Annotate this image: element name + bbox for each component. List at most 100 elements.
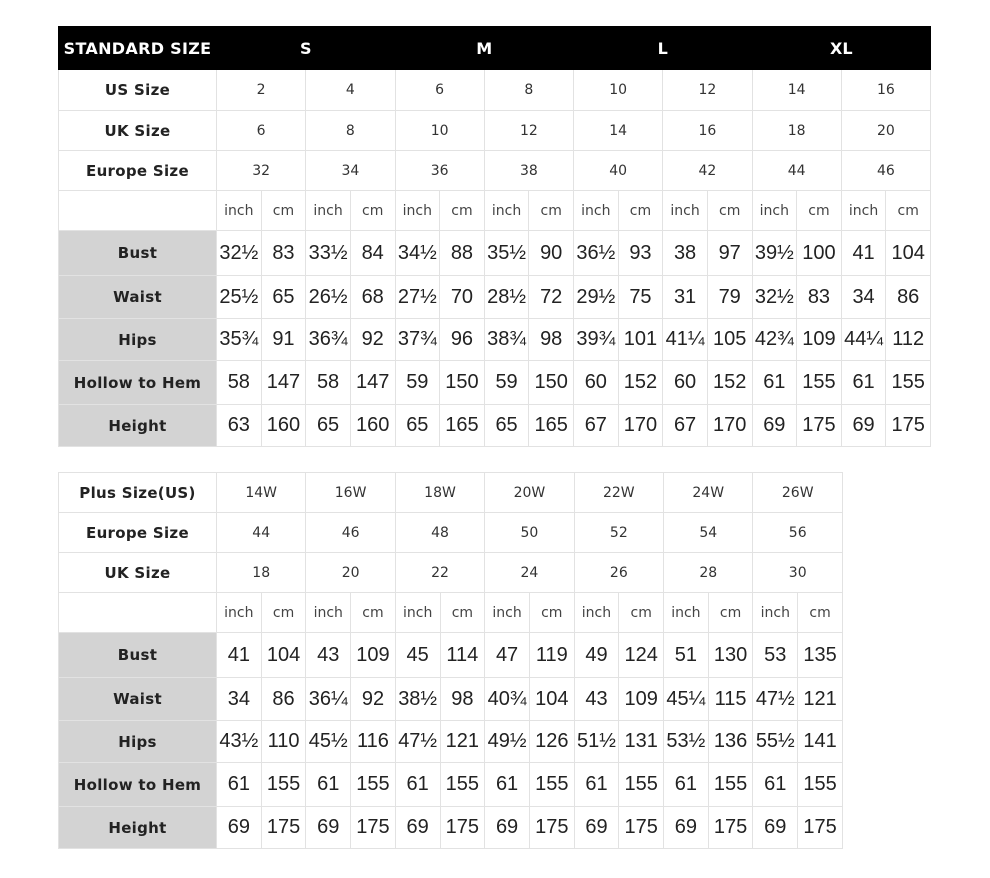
- measure-value: 86: [885, 275, 931, 319]
- unit-label: cm: [797, 592, 843, 633]
- measure-value: 88: [439, 230, 485, 276]
- unit-label: inch: [573, 592, 620, 633]
- size-group-m: M: [394, 26, 574, 70]
- unit-label: inch: [573, 190, 619, 231]
- measure-value: 104: [528, 677, 575, 721]
- measure-value: 43½: [216, 720, 262, 763]
- size-value: 22W: [573, 472, 665, 513]
- measure-value: 116: [350, 720, 396, 763]
- measure-value: 36¼: [305, 677, 352, 721]
- measure-value: 61: [216, 762, 262, 807]
- row-label: US Size: [58, 69, 217, 111]
- measure-value: 175: [528, 806, 575, 849]
- measure-value: 61: [752, 762, 799, 807]
- size-value: 22: [394, 552, 486, 593]
- measure-row: Waist 25½ 65 26½ 68 27½ 70 28½ 72 29½ 75 31 79 32½ 83 3…: [58, 275, 931, 319]
- measure-value: 155: [796, 360, 842, 405]
- measure-value: 96: [439, 318, 485, 361]
- measure-value: 92: [350, 677, 396, 721]
- size-value: 24W: [663, 472, 754, 513]
- measure-value: 36½: [573, 230, 619, 276]
- measure-value: 175: [350, 806, 396, 849]
- size-value: 46: [840, 150, 932, 191]
- measure-value: 67: [662, 404, 708, 447]
- measure-value: 70: [439, 275, 485, 319]
- measure-value: 152: [617, 360, 664, 405]
- measure-value: 42¾: [751, 318, 798, 361]
- unit-row: inch cm inch cm inch cm inch cm inch cm inch cm inch…: [58, 592, 843, 633]
- measure-value: 110: [260, 720, 307, 763]
- size-value: 12: [483, 110, 575, 151]
- size-value: 14: [751, 69, 842, 111]
- measure-value: 58: [216, 360, 262, 405]
- size-value: 2: [215, 69, 307, 111]
- measure-value: 45¼: [663, 677, 709, 721]
- measure-value: 47½: [752, 677, 799, 721]
- measure-value: 69: [305, 806, 352, 849]
- row-label: Europe Size: [58, 150, 217, 191]
- unit-label: cm: [528, 190, 574, 231]
- unit-label: cm: [350, 592, 396, 633]
- row-label: Plus Size(US): [58, 472, 217, 513]
- measure-value: 121: [439, 720, 486, 763]
- measure-value: 65: [260, 275, 307, 319]
- size-value: 14W: [215, 472, 307, 513]
- measure-row: Height 63 160 65 160 65 165 65 165 67 170 67 170 69 17…: [58, 404, 931, 447]
- measure-value: 61: [663, 762, 709, 807]
- size-value: 14: [572, 110, 664, 151]
- size-value: 34: [305, 150, 396, 191]
- row-label: Hips: [58, 318, 217, 361]
- measure-value: 39½: [751, 230, 798, 276]
- measure-value: 45½: [305, 720, 352, 763]
- measure-value: 25½: [216, 275, 262, 319]
- measure-value: 115: [707, 677, 754, 721]
- size-group-l: L: [573, 26, 753, 70]
- size-value: 38: [483, 150, 575, 191]
- size-value: 8: [305, 110, 396, 151]
- measure-value: 33½: [305, 230, 351, 276]
- unit-label: cm: [707, 592, 754, 633]
- unit-label: cm: [260, 592, 307, 633]
- measure-value: 53½: [663, 720, 709, 763]
- measure-value: 109: [796, 318, 842, 361]
- measure-value: 44¼: [840, 318, 887, 361]
- measure-value: 147: [349, 360, 396, 405]
- size-value: 18: [215, 552, 307, 593]
- measure-value: 61: [840, 360, 887, 405]
- measure-value: 150: [528, 360, 574, 405]
- measure-value: 61: [305, 762, 352, 807]
- measure-value: 69: [484, 806, 530, 849]
- measure-value: 170: [617, 404, 664, 447]
- header-row: STANDARD SIZE S M L XL: [58, 26, 931, 70]
- measure-value: 69: [752, 806, 799, 849]
- measure-value: 175: [797, 806, 843, 849]
- measure-value: 45: [394, 632, 441, 678]
- measure-value: 69: [840, 404, 887, 447]
- row-label: Bust: [58, 632, 217, 678]
- measure-value: 51½: [573, 720, 620, 763]
- size-value: 26: [573, 552, 665, 593]
- size-row: US Size 2 4 6 8 10 12 14 16: [58, 69, 932, 111]
- size-group-s: S: [216, 26, 396, 70]
- measure-value: 100: [796, 230, 842, 276]
- measure-value: 109: [618, 677, 665, 721]
- measure-value: 69: [394, 806, 441, 849]
- row-label: Hollow to Hem: [58, 360, 217, 405]
- measure-value: 69: [573, 806, 620, 849]
- measure-value: 90: [528, 230, 574, 276]
- size-value: 16: [840, 69, 932, 111]
- size-value: 52: [573, 512, 665, 553]
- row-label: Europe Size: [58, 512, 217, 553]
- measure-value: 68: [349, 275, 396, 319]
- measure-value: 49½: [484, 720, 530, 763]
- measure-value: 101: [617, 318, 664, 361]
- size-value: 46: [305, 512, 396, 553]
- measure-row: Bust 41 104 43 109 45 114 47 119 49 124 51 130 53 135: [58, 632, 843, 678]
- standard-size-table: STANDARD SIZE S M L XL US Size 2 4 6 8 10 12 14 16 UK …: [58, 26, 932, 447]
- unit-label: cm: [349, 190, 396, 231]
- unit-label: inch: [305, 190, 351, 231]
- measure-value: 29½: [573, 275, 619, 319]
- measure-value: 53: [752, 632, 799, 678]
- measure-value: 175: [618, 806, 665, 849]
- size-row: Europe Size 32 34 36 38 40 42 44 46: [58, 150, 932, 191]
